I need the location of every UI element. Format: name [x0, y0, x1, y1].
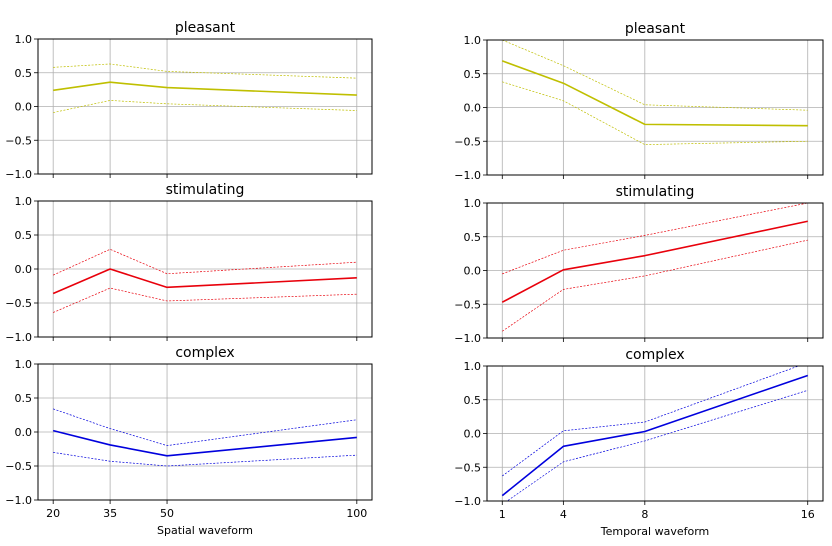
series-line-mean	[53, 81, 357, 96]
series-line-upper	[502, 366, 800, 477]
subplot-6: 1.0 0.5 0.0 −0.5 −1.0 1 4 8 16 complex Temporal wa…	[454, 347, 824, 538]
x-tick-label: 20	[46, 507, 60, 520]
y-tick-label: 0.0	[464, 265, 482, 278]
series-line-upper	[502, 203, 808, 275]
series-line-upper	[53, 248, 357, 276]
x-tick-label: 4	[560, 508, 567, 521]
subplot-3: 1.0 0.5 0.0 −0.5 −1.0 stimulating	[5, 182, 373, 344]
x-tick-label: 1	[499, 508, 506, 521]
y-tick-label: 0.5	[15, 229, 33, 242]
y-tick-label: 0.0	[464, 428, 482, 441]
y-tick-label: −0.5	[5, 297, 32, 310]
y-tick-label: 0.5	[464, 231, 482, 244]
axes-frame	[486, 365, 824, 502]
subplot-1: 1.0 0.5 0.0 −0.5 −1.0 pleasant	[5, 20, 373, 181]
y-tick-label: 1.0	[15, 33, 33, 46]
y-tick-label: −0.5	[5, 134, 32, 147]
y-tick-label: −1.0	[454, 495, 481, 508]
y-tick-label: 0.5	[464, 68, 482, 81]
series-line-lower	[502, 81, 808, 145]
subplot-title: complex	[625, 347, 684, 363]
y-tick-label: 0.0	[15, 426, 33, 439]
y-tick-label: 1.0	[15, 358, 33, 371]
axes-frame	[37, 200, 373, 338]
series-line-mean	[501, 220, 808, 303]
y-tick-label: 0.5	[15, 392, 33, 405]
axes-frame	[37, 38, 373, 175]
y-tick-label: 0.5	[464, 394, 482, 407]
axes-frame	[486, 39, 824, 176]
series-line-upper	[53, 408, 357, 446]
y-tick-label: −0.5	[5, 460, 32, 473]
axes-frame	[37, 363, 373, 501]
y-tick-label: 0.0	[464, 102, 482, 115]
series-group	[501, 203, 808, 332]
series-group	[52, 408, 357, 467]
y-tick-label: −0.5	[454, 298, 481, 311]
series-line-mean	[501, 374, 808, 497]
series-line-mean	[52, 268, 357, 295]
y-tick-label: 1.0	[464, 360, 482, 373]
y-tick-label: −0.5	[454, 461, 481, 474]
subplot-4: 1.0 0.5 0.0 −0.5 −1.0 stimulating	[454, 184, 824, 345]
subplot-title: pleasant	[175, 20, 236, 36]
y-tick-label: −0.5	[454, 135, 481, 148]
axes-frame	[486, 202, 824, 339]
x-tick-label: 100	[346, 507, 367, 520]
y-tick-label: −1.0	[454, 332, 481, 345]
y-tick-label: 0.0	[15, 101, 33, 114]
subplot-title: stimulating	[166, 182, 245, 198]
subplot-title: stimulating	[616, 184, 695, 200]
series-group	[52, 248, 357, 313]
subplot-5: 1.0 0.5 0.0 −0.5 −1.0 20 35 50 100 complex Spatial…	[5, 345, 373, 537]
y-tick-label: 1.0	[464, 34, 482, 47]
series-group	[501, 366, 808, 501]
y-tick-label: −1.0	[5, 331, 32, 344]
y-tick-label: −1.0	[454, 169, 481, 182]
series-line-upper	[53, 63, 357, 79]
y-tick-label: −1.0	[5, 494, 32, 507]
x-axis-label: Spatial waveform	[157, 524, 253, 537]
x-tick-label: 50	[160, 507, 174, 520]
series-line-mean	[52, 429, 357, 457]
series-line-lower	[53, 287, 357, 313]
subplot-title: pleasant	[625, 21, 686, 37]
x-tick-label: 35	[103, 507, 117, 520]
series-line-lower	[506, 389, 808, 501]
series-group	[501, 40, 808, 145]
subplot-title: complex	[175, 345, 234, 361]
series-group	[53, 63, 357, 113]
y-tick-label: 0.0	[15, 263, 33, 276]
series-line-lower	[53, 452, 357, 467]
subplot-2: 1.0 0.5 0.0 −0.5 −1.0 pleasant	[454, 21, 824, 182]
x-axis-label: Temporal waveform	[600, 525, 710, 538]
y-tick-label: −1.0	[5, 168, 32, 181]
x-tick-label: 16	[801, 508, 815, 521]
series-line-upper	[502, 40, 808, 111]
series-line-mean	[501, 60, 808, 127]
y-tick-label: 1.0	[464, 197, 482, 210]
x-tick-label: 8	[641, 508, 648, 521]
y-tick-label: 0.5	[15, 67, 33, 80]
y-tick-label: 1.0	[15, 195, 33, 208]
series-line-lower	[53, 100, 357, 113]
